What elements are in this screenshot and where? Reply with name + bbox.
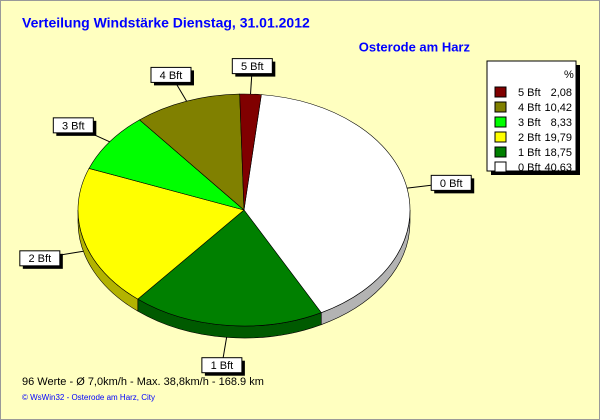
legend-title: % <box>564 69 574 81</box>
label-box <box>231 58 273 75</box>
legend-swatch <box>494 86 507 98</box>
slice-label: 4 Bft <box>160 70 183 82</box>
label-box <box>150 66 192 83</box>
slice-label: 2 Bft <box>29 253 52 265</box>
legend-swatch <box>494 116 507 128</box>
legend-label: 5 Bft <box>518 87 541 99</box>
legend-value: 40,63 <box>544 162 572 174</box>
slice-label: 3 Bft <box>62 120 85 132</box>
credit: © WsWin32 - Osterode am Harz, City <box>22 393 155 402</box>
legend-label: 4 Bft <box>518 102 541 114</box>
slice <box>88 119 245 211</box>
legend-label: 3 Bft <box>518 117 541 129</box>
legend-value: 19,79 <box>544 132 572 144</box>
legend-value: 10,42 <box>544 102 572 114</box>
slice-label: 1 Bft <box>211 360 234 372</box>
legend-swatch <box>494 131 507 143</box>
legend-label: 1 Bft <box>518 147 541 159</box>
slice <box>77 168 245 300</box>
chart-title: Verteilung Windstärke Dienstag, 31.01.20… <box>22 15 310 31</box>
legend-value: 8,33 <box>551 117 572 129</box>
label-box <box>201 357 243 374</box>
legend-swatch <box>494 101 507 113</box>
slice <box>137 209 322 327</box>
legend-value: 18,75 <box>544 147 572 159</box>
footer: 96 Werte - Ø 7,0km/h - Max. 38,8km/h - 1… <box>22 376 264 388</box>
slice <box>139 93 245 211</box>
legend-label: 0 Bft <box>518 162 541 174</box>
legend-swatch <box>494 146 507 158</box>
label-box <box>19 250 61 267</box>
chart-subtitle: Osterode am Harz <box>359 39 471 54</box>
legend-swatch <box>494 161 507 173</box>
label-box <box>430 174 472 191</box>
slice-label: 5 Bft <box>241 61 264 73</box>
legend-value: 2,08 <box>551 87 572 99</box>
slice-label: 0 Bft <box>440 178 463 190</box>
legend-label: 2 Bft <box>518 132 541 144</box>
label-box <box>52 117 94 134</box>
